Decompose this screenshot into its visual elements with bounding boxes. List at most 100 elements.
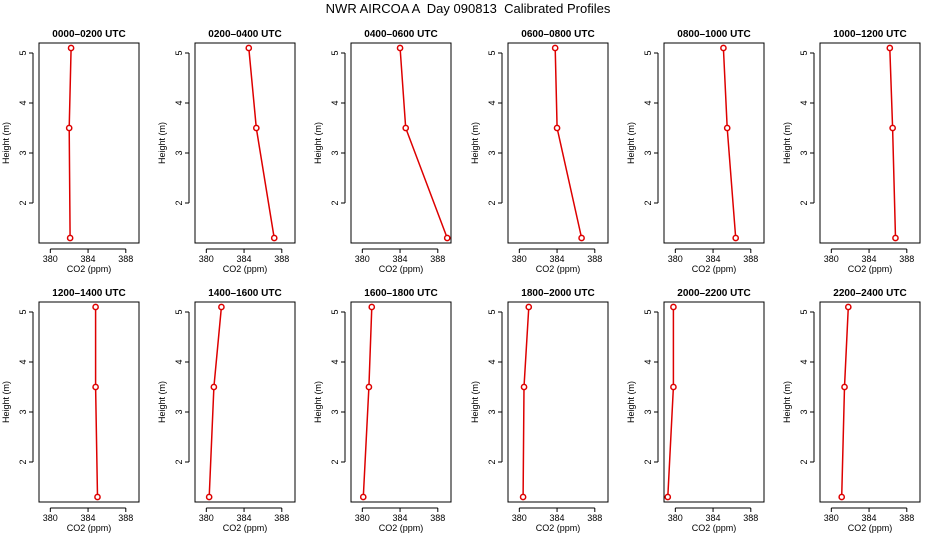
x-tick-label: 388 bbox=[587, 513, 602, 523]
y-tick-label: 2 bbox=[18, 200, 28, 205]
plot-frame bbox=[507, 301, 609, 503]
y-tick-label: 3 bbox=[487, 150, 497, 155]
y-tick-label: 2 bbox=[330, 200, 340, 205]
data-point bbox=[670, 303, 677, 311]
x-tick-label: 388 bbox=[430, 513, 445, 523]
x-tick-label: 380 bbox=[668, 513, 683, 523]
x-tick-label: 380 bbox=[355, 513, 370, 523]
x-tick-label: 388 bbox=[899, 513, 914, 523]
data-point bbox=[844, 303, 852, 311]
y-tick-label: 4 bbox=[330, 359, 340, 364]
x-tick-label: 380 bbox=[43, 513, 58, 523]
plot-frame bbox=[507, 42, 609, 244]
panel-title: 1800–2000 UTC bbox=[521, 288, 594, 299]
x-axis-label: CO2 (ppm) bbox=[536, 264, 581, 274]
y-tick-label: 4 bbox=[18, 100, 28, 105]
data-point bbox=[578, 234, 585, 242]
x-axis-label: CO2 (ppm) bbox=[223, 264, 268, 274]
panel-title: 0400–0600 UTC bbox=[364, 29, 437, 40]
y-tick-label: 5 bbox=[799, 309, 809, 314]
x-tick-label: 384 bbox=[237, 254, 252, 264]
y-tick-label: 5 bbox=[487, 50, 497, 55]
plot-frame bbox=[663, 301, 765, 503]
y-axis-label: Height (m) bbox=[626, 381, 636, 423]
x-axis-label: CO2 (ppm) bbox=[848, 523, 893, 533]
x-tick-label: 380 bbox=[824, 513, 839, 523]
x-axis-label: CO2 (ppm) bbox=[67, 523, 112, 533]
y-tick-label: 2 bbox=[799, 200, 809, 205]
plot-frame bbox=[194, 301, 296, 503]
data-point bbox=[359, 493, 367, 501]
plot-frame bbox=[38, 42, 140, 244]
x-tick-label: 384 bbox=[862, 254, 877, 264]
x-tick-label: 388 bbox=[743, 254, 758, 264]
y-tick-label: 3 bbox=[330, 150, 340, 155]
y-axis-label: Height (m) bbox=[470, 122, 480, 164]
data-point bbox=[841, 383, 848, 391]
y-tick-label: 4 bbox=[174, 359, 184, 364]
profile-line bbox=[208, 306, 223, 498]
x-axis-label: CO2 (ppm) bbox=[379, 523, 424, 533]
y-tick-label: 3 bbox=[487, 409, 497, 414]
plot-frame bbox=[194, 42, 296, 244]
y-tick-label: 4 bbox=[643, 100, 653, 105]
data-point bbox=[520, 383, 528, 391]
y-tick-label: 3 bbox=[174, 409, 184, 414]
x-tick-label: 384 bbox=[706, 513, 721, 523]
x-tick-label: 384 bbox=[237, 513, 252, 523]
panel-title: 1000–1200 UTC bbox=[833, 29, 906, 40]
y-tick-label: 2 bbox=[487, 459, 497, 464]
plot-frame bbox=[350, 42, 452, 244]
y-tick-label: 2 bbox=[174, 200, 184, 205]
plot-frame bbox=[819, 42, 921, 244]
panel-title: 1600–1800 UTC bbox=[364, 288, 437, 299]
y-tick-label: 5 bbox=[799, 50, 809, 55]
plot-frame bbox=[663, 42, 765, 244]
panel-title: 0600–0800 UTC bbox=[521, 29, 594, 40]
data-point bbox=[525, 303, 533, 311]
data-point bbox=[892, 234, 899, 242]
y-axis-label: Height (m) bbox=[1, 122, 11, 164]
x-tick-label: 380 bbox=[199, 254, 214, 264]
y-tick-label: 3 bbox=[18, 150, 28, 155]
x-tick-label: 380 bbox=[512, 254, 527, 264]
x-tick-label: 388 bbox=[274, 254, 289, 264]
data-point bbox=[210, 383, 218, 391]
y-tick-label: 4 bbox=[330, 100, 340, 105]
y-tick-label: 4 bbox=[799, 100, 809, 105]
data-point bbox=[723, 124, 731, 132]
y-tick-label: 5 bbox=[330, 50, 340, 55]
panel-title: 0200–0400 UTC bbox=[208, 29, 281, 40]
y-tick-label: 2 bbox=[174, 459, 184, 464]
x-tick-label: 380 bbox=[512, 513, 527, 523]
x-tick-label: 388 bbox=[274, 513, 289, 523]
y-tick-label: 4 bbox=[487, 359, 497, 364]
data-point bbox=[92, 383, 99, 391]
x-tick-label: 388 bbox=[899, 254, 914, 264]
y-tick-label: 2 bbox=[487, 200, 497, 205]
panel-title: 1400–1600 UTC bbox=[208, 288, 281, 299]
y-tick-label: 4 bbox=[643, 359, 653, 364]
data-point bbox=[92, 303, 99, 311]
y-tick-label: 4 bbox=[487, 100, 497, 105]
data-point bbox=[670, 383, 677, 391]
x-tick-label: 380 bbox=[43, 254, 58, 264]
x-tick-label: 384 bbox=[81, 513, 96, 523]
profile-line bbox=[840, 306, 850, 498]
y-axis-label: Height (m) bbox=[157, 122, 167, 164]
x-axis-label: CO2 (ppm) bbox=[848, 264, 893, 274]
data-point bbox=[365, 383, 373, 391]
data-point bbox=[252, 124, 260, 132]
x-tick-label: 388 bbox=[118, 513, 133, 523]
data-point bbox=[245, 44, 253, 52]
x-tick-label: 388 bbox=[743, 513, 758, 523]
y-tick-label: 5 bbox=[643, 50, 653, 55]
y-tick-label: 5 bbox=[174, 309, 184, 314]
x-tick-label: 380 bbox=[824, 254, 839, 264]
x-axis-label: CO2 (ppm) bbox=[223, 523, 268, 533]
y-tick-label: 4 bbox=[174, 100, 184, 105]
y-tick-label: 2 bbox=[330, 459, 340, 464]
x-tick-label: 380 bbox=[199, 513, 214, 523]
profile-line bbox=[889, 47, 897, 239]
